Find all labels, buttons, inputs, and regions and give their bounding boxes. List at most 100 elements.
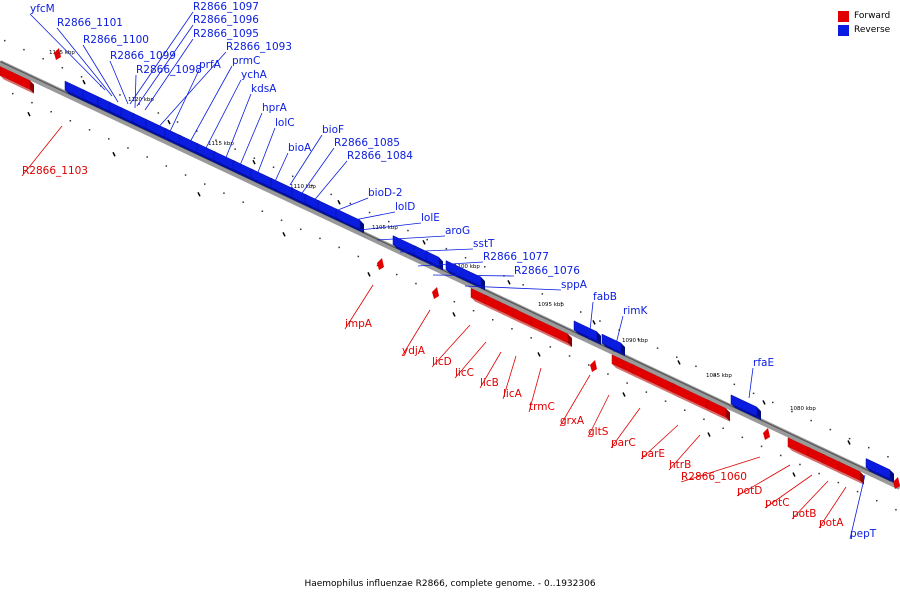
leader-line-potb: [791, 480, 829, 520]
tick-dot: [223, 192, 225, 194]
gene-label-biof: bioF: [322, 124, 344, 136]
scale-label: 1080 kbp: [790, 406, 816, 412]
tick-dot: [292, 175, 294, 178]
tick-dot: [368, 211, 371, 214]
major-tick: [792, 472, 796, 477]
leader-line-r2866-1076: [432, 274, 515, 277]
reverse-gene-block: [730, 394, 761, 421]
leader-line-arog: [376, 235, 446, 241]
leader-line-prfa: [165, 69, 200, 141]
reverse-gene-block: [445, 260, 485, 291]
tick-dot: [80, 76, 83, 78]
leader-line-r2866-1077: [417, 261, 484, 267]
tick-dot: [234, 148, 236, 150]
leader-line-licd: [431, 324, 471, 368]
tick-dot: [61, 67, 64, 69]
gene-label-r2866-1095: R2866_1095: [193, 28, 259, 40]
tick-dot: [426, 238, 428, 241]
tick-dot: [868, 446, 870, 449]
gene-label-kdsa: kdsA: [251, 83, 277, 95]
tick-dot: [676, 356, 678, 358]
gene-label-prfa: prfA: [199, 59, 222, 71]
tick-dot: [856, 490, 859, 493]
gene-label-r2866-1101: R2866_1101: [57, 17, 123, 29]
tick-dot: [330, 193, 332, 196]
gene-label-sstt: sstT: [473, 238, 495, 250]
tick-dot: [108, 138, 110, 140]
leader-line-pare: [640, 424, 679, 460]
gene-label-sppa: sppA: [561, 279, 588, 291]
tick-dot: [453, 300, 456, 303]
reverse-gene-block: [573, 320, 601, 345]
tick-dot: [242, 201, 244, 203]
gene-label-trmc: trmC: [529, 401, 555, 413]
scale-label: 1095 kbp: [538, 302, 564, 308]
gene-label-pept: pepT: [850, 528, 877, 540]
major-tick: [197, 191, 201, 197]
major-tick: [452, 312, 456, 317]
tick-dot: [253, 157, 256, 159]
tick-dot: [703, 418, 705, 421]
tick-dot: [176, 121, 179, 123]
tick-dot: [656, 347, 659, 349]
tick-dot: [261, 210, 264, 212]
tick-dot: [349, 202, 352, 205]
tick-dot: [376, 264, 379, 267]
small-forward-gene: [590, 360, 597, 372]
gene-label-prmc: prmC: [232, 55, 260, 67]
leader-line-biod-2: [327, 197, 369, 215]
leader-line-r2866-1098: [134, 74, 137, 109]
tick-dot: [895, 508, 897, 511]
major-tick: [677, 360, 681, 365]
tick-dot: [818, 472, 820, 475]
leader-line-prmc: [189, 65, 233, 143]
map-caption: Haemophilus influenzae R2866, complete g…: [304, 579, 596, 589]
scale-label: 1110 kbp: [290, 184, 316, 190]
leader-line-r2866-1099: [109, 60, 129, 105]
scale-label: 1100 kbp: [454, 264, 480, 270]
tick-dot: [780, 454, 782, 457]
leader-line-rfae: [748, 367, 754, 399]
gene-label-r2866-1076: R2866_1076: [514, 265, 580, 277]
major-tick: [707, 432, 711, 437]
legend-forward-label: Forward: [854, 11, 891, 21]
tick-dot: [522, 284, 524, 286]
gene-label-pota: potA: [819, 517, 844, 529]
tick-dot: [280, 219, 283, 222]
forward-gene-block: [706, 399, 730, 422]
major-tick: [367, 272, 371, 277]
legend-reverse: Reverse: [838, 23, 890, 37]
leader-line-sstt: [399, 248, 474, 253]
tick-dot: [599, 320, 601, 322]
tick-dot: [799, 463, 801, 466]
scale-label: 1090 kbp: [622, 338, 648, 344]
tick-dot: [31, 101, 33, 104]
tick-dot: [319, 237, 321, 240]
gene-label-r2866-1099: R2866_1099: [110, 50, 176, 62]
gene-label-parc: parC: [611, 437, 636, 449]
tick-dot: [560, 302, 563, 304]
gene-label-impa: impA: [345, 318, 373, 330]
tick-dot: [541, 293, 544, 295]
tick-dot: [887, 455, 889, 458]
leader-line-lole: [359, 222, 422, 231]
tick-dot: [568, 355, 571, 357]
tick-dot: [645, 391, 648, 393]
tick-dot: [530, 337, 532, 339]
gene-label-glts: gltS: [588, 426, 609, 438]
gene-label-potb: potB: [792, 508, 816, 520]
gene-label-lolc: lolC: [275, 117, 295, 129]
tick-dot: [300, 228, 302, 231]
tick-dot: [445, 247, 448, 250]
major-tick: [507, 279, 511, 285]
major-tick: [337, 199, 341, 205]
forward-swatch: [838, 10, 849, 22]
tick-dot: [829, 428, 832, 431]
major-tick: [252, 159, 256, 165]
leader-line-kdsa: [224, 93, 252, 161]
major-tick: [167, 119, 171, 125]
leader-line-licc: [454, 341, 487, 379]
leader-line-r2866-1103: [21, 125, 63, 177]
